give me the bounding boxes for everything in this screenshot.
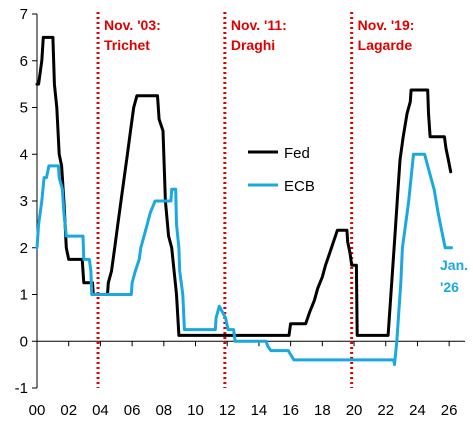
y-tick-label: 5 [20,100,28,117]
y-tick-label: 7 [20,6,28,23]
x-tick-label: 16 [282,402,299,419]
x-tick-label: 00 [29,402,46,419]
x-tick-label: 26 [441,402,458,419]
legend-label-ecb: ECB [284,178,315,195]
ecb-end-label-line1: Jan. [440,257,468,273]
x-tick-label: 20 [346,402,363,419]
event-label-name: Trichet [104,37,150,53]
series-layer [35,35,453,367]
y-tick-label: 6 [20,53,28,70]
event-label-name: Lagarde [358,37,413,53]
y-tick-label: 0 [20,333,28,350]
ecb-end-label-line2: '26 [440,279,459,295]
y-tick-label: -1 [15,380,28,397]
x-tick-label: 14 [251,402,268,419]
series-line-fed [35,35,453,337]
x-tick-label: 24 [409,402,426,419]
event-label-name: Draghi [231,37,275,53]
legend-label-fed: Fed [284,145,310,162]
x-tick-label: 18 [314,402,331,419]
series-line-ecb [35,152,453,367]
x-tick-label: 22 [377,402,394,419]
x-tick-label: 06 [124,402,141,419]
x-tick-label: 04 [92,402,109,419]
event-label-date: Nov. '03: [104,17,161,33]
y-tick-label: 2 [20,240,28,257]
events-layer: Nov. '03: Trichet Nov. '11: Draghi Nov. '19:… [96,12,415,388]
x-tick-label: 10 [187,402,204,419]
x-tick-label: 08 [155,402,172,419]
legend: Fed ECB [248,145,315,195]
event-label-date: Nov. '11: [231,17,287,33]
x-tick-label: 02 [60,402,77,419]
y-tick-label: 4 [20,146,28,163]
y-tick-label: 1 [20,287,28,304]
x-tick-label: 12 [219,402,236,419]
y-tick-label: 3 [20,193,28,210]
event-label-date: Nov. '19: [358,17,415,33]
ecb-end-label: Jan. '26 [440,257,468,295]
